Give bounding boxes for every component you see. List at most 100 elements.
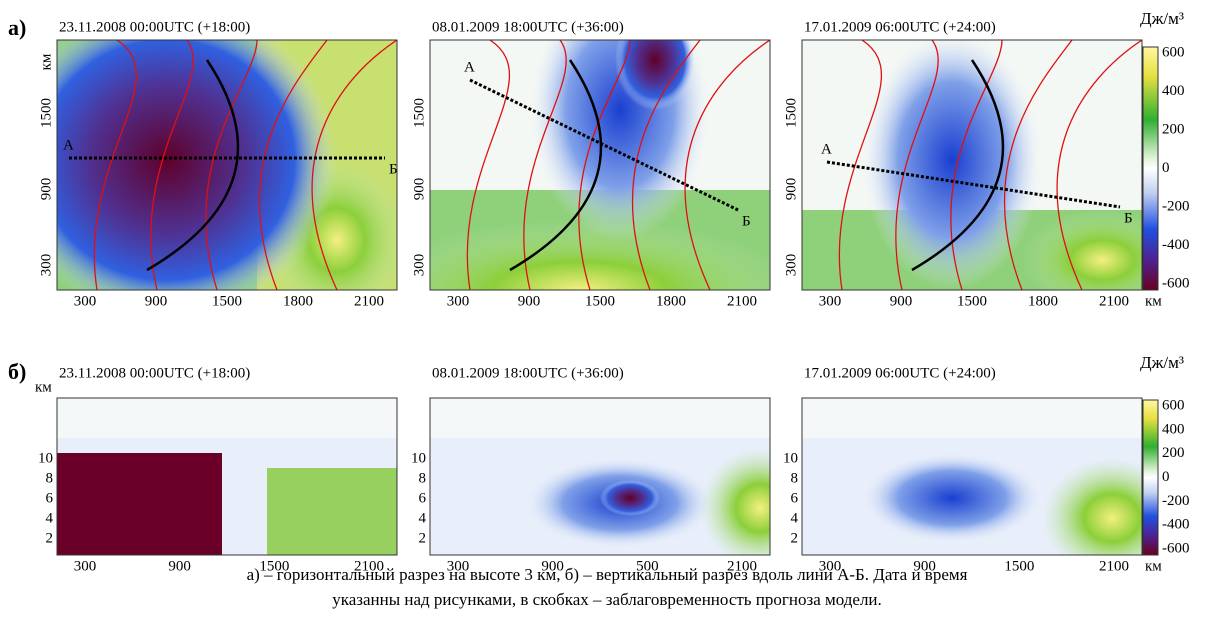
panel-field: [430, 398, 820, 568]
panel-title: 17.01.2009 06:00UTC (+24:00): [804, 365, 996, 381]
page: а) б) а) – горизонтальный разрез на высо…: [0, 0, 1214, 617]
x-tick-label: 900: [913, 558, 936, 574]
point-label: Б: [389, 161, 398, 177]
y-tick-label: 2: [46, 530, 54, 546]
y-tick-label: 900: [38, 178, 54, 201]
panel-label: б): [8, 359, 26, 384]
field: [862, 453, 1042, 543]
x-tick-label: 300: [74, 293, 97, 309]
y-tick-label: 10: [411, 450, 426, 466]
x-tick-label: 300: [819, 293, 842, 309]
figure: а) б) а) – горизонтальный разрез на высо…: [0, 0, 1214, 617]
colorbar-tick-label: -400: [1162, 517, 1190, 533]
point-label: Б: [742, 213, 751, 229]
caption-line: указанны над рисунками, в скобках – забл…: [332, 590, 882, 609]
colorbar-tick-label: 600: [1162, 44, 1185, 60]
colorbar-tick-label: 0: [1162, 160, 1170, 176]
field: [615, 10, 695, 110]
panel-title: 23.11.2008 00:00UTC (+18:00): [59, 19, 250, 35]
x-tick-label: 1800: [656, 293, 686, 309]
y-tick-label: 900: [783, 178, 799, 201]
colorbar-tick-label: -600: [1162, 540, 1190, 556]
x-unit: км: [1145, 293, 1162, 309]
colorbar-tick-label: 200: [1162, 121, 1185, 137]
y-tick-label: 2: [419, 530, 427, 546]
y-tick-label: 300: [783, 254, 799, 277]
panel-title: 08.01.2009 18:00UTC (+36:00): [432, 365, 624, 381]
x-tick-label: 500: [636, 558, 659, 574]
point-label: А: [464, 59, 475, 75]
panel-field: [57, 398, 397, 555]
panel-field: [802, 30, 1182, 310]
point-label: А: [63, 137, 74, 153]
x-tick-label: 1500: [259, 558, 289, 574]
x-tick-label: 300: [447, 558, 470, 574]
y-tick-label: 1500: [411, 98, 427, 128]
x-tick-label: 1500: [957, 293, 987, 309]
point-label: Б: [1124, 210, 1133, 226]
x-tick-label: 2100: [727, 558, 757, 574]
colorbar-tick-label: -200: [1162, 198, 1190, 214]
x-tick-label: 2100: [354, 558, 384, 574]
colorbar-tick-label: 0: [1162, 469, 1170, 485]
colorbar-tick-label: -600: [1162, 275, 1190, 291]
panel-field: [802, 398, 1182, 578]
colorbar-tick-label: 400: [1162, 83, 1185, 99]
x-tick-label: 1800: [283, 293, 313, 309]
field: [430, 398, 770, 438]
y-tick-label: 4: [419, 510, 427, 526]
y-unit: км: [35, 379, 52, 395]
y-tick-label: 1500: [38, 98, 54, 128]
y-tick-label: 10: [783, 450, 798, 466]
y-tick-label: 300: [411, 254, 427, 277]
field: [862, 30, 1042, 290]
field: [267, 468, 397, 555]
y-tick-label: 8: [46, 470, 54, 486]
x-tick-label: 1500: [585, 293, 615, 309]
x-tick-label: 900: [168, 558, 191, 574]
colorbar-unit: Дж/м³: [1140, 9, 1184, 28]
panel-title: 08.01.2009 18:00UTC (+36:00): [432, 19, 624, 35]
x-tick-label: 900: [541, 558, 564, 574]
panel-title: 17.01.2009 06:00UTC (+24:00): [804, 19, 996, 35]
x-tick-label: 1500: [1004, 558, 1034, 574]
colorbar: [1143, 400, 1158, 555]
field: [57, 453, 222, 555]
y-tick-label: 300: [38, 254, 54, 277]
x-tick-label: 2100: [1099, 293, 1129, 309]
x-tick-label: 1800: [1028, 293, 1058, 309]
field: [802, 398, 1142, 438]
panel-field: [0, 0, 407, 320]
y-tick-label: 1500: [783, 98, 799, 128]
x-tick-label: 300: [447, 293, 470, 309]
x-tick-label: 900: [145, 293, 168, 309]
x-tick-label: 900: [890, 293, 913, 309]
colorbar-unit: Дж/м³: [1140, 353, 1184, 372]
panel-title: 23.11.2008 00:00UTC (+18:00): [59, 365, 250, 381]
y-unit: км: [38, 53, 54, 70]
y-tick-label: 6: [419, 490, 427, 506]
colorbar-tick-label: 400: [1162, 421, 1185, 437]
colorbar-tick-label: 600: [1162, 397, 1185, 413]
y-tick-label: 4: [46, 510, 54, 526]
y-tick-label: 6: [791, 490, 799, 506]
x-tick-label: 300: [74, 558, 97, 574]
x-tick-label: 2100: [354, 293, 384, 309]
x-tick-label: 2100: [727, 293, 757, 309]
colorbar-tick-label: -200: [1162, 493, 1190, 509]
y-tick-label: 8: [419, 470, 427, 486]
y-tick-label: 8: [791, 470, 799, 486]
y-tick-label: 4: [791, 510, 799, 526]
y-tick-label: 900: [411, 178, 427, 201]
x-tick-label: 900: [518, 293, 541, 309]
field: [600, 480, 660, 516]
x-tick-label: 2100: [1099, 558, 1129, 574]
colorbar-tick-label: 200: [1162, 445, 1185, 461]
x-tick-label: 300: [819, 558, 842, 574]
colorbar: [1143, 47, 1158, 290]
y-tick-label: 10: [38, 450, 53, 466]
field: [57, 398, 397, 438]
x-unit: км: [1145, 558, 1162, 574]
x-tick-label: 1500: [212, 293, 242, 309]
colorbar-tick-label: -400: [1162, 237, 1190, 253]
